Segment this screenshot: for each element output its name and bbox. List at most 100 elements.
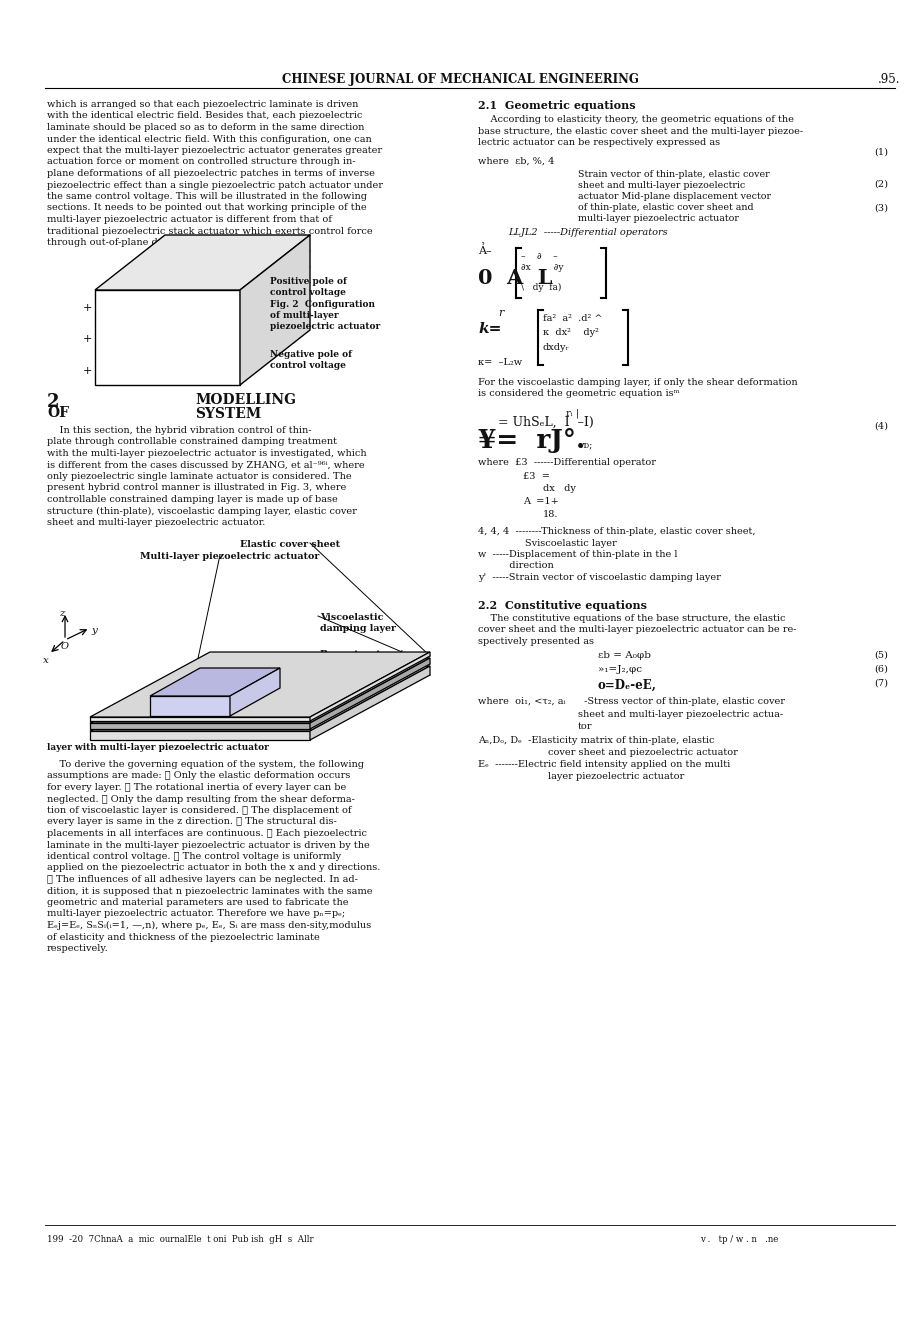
Text: dx   dy: dx dy <box>542 484 575 492</box>
Text: 0  A  L: 0 A L <box>478 268 552 288</box>
Text: +: + <box>83 366 92 376</box>
Text: present hybrid control manner is illustrated in Fig. 3, where: present hybrid control manner is illustr… <box>47 483 346 492</box>
Text: 4, 4, 4  --------Thickness of thin-plate, elastic cover sheet,: 4, 4, 4 --------Thickness of thin-plate,… <box>478 527 754 536</box>
Text: control voltage: control voltage <box>269 288 346 297</box>
Text: base structure, the elastic cover sheet and the multi-layer piezoe-: base structure, the elastic cover sheet … <box>478 127 802 136</box>
Polygon shape <box>310 657 429 729</box>
Text: plate through controllable constrained damping treatment: plate through controllable constrained d… <box>47 437 336 446</box>
Text: »₁=J₂,φc: »₁=J₂,φc <box>597 665 641 675</box>
Text: assumptions are made: ① Only the elastic deformation occurs: assumptions are made: ① Only the elastic… <box>47 771 350 780</box>
Text: w  -----Displacement of thin-plate in the l: w -----Displacement of thin-plate in the… <box>478 550 676 558</box>
Text: r: r <box>497 308 503 318</box>
Text: (5): (5) <box>873 651 887 660</box>
Text: Eₑ  -------Electric field intensity applied on the multi: Eₑ -------Electric field intensity appli… <box>478 760 730 770</box>
Text: For the viscoelastic damping layer, if only the shear deformation: For the viscoelastic damping layer, if o… <box>478 378 797 387</box>
Text: +: + <box>83 302 92 313</box>
Text: x: x <box>43 656 49 665</box>
Text: cover sheet and the multi-layer piezoelectric actuator can be re-: cover sheet and the multi-layer piezoele… <box>478 626 796 635</box>
Text: structure (thin-plate), viscoelastic damping layer, elastic cover: structure (thin-plate), viscoelastic dam… <box>47 507 357 516</box>
Text: ¥=  rJ°.: ¥= rJ°. <box>478 428 584 453</box>
Text: +: + <box>83 334 92 345</box>
Text: tion of viscoelastic layer is considered. ④ The displacement of: tion of viscoelastic layer is considered… <box>47 807 351 814</box>
Text: piezoelectric actuator: piezoelectric actuator <box>269 322 380 331</box>
Text: k=: k= <box>478 322 501 337</box>
Text: –    ∂    –: – ∂ – <box>520 252 557 261</box>
Text: every layer is same in the z direction. ⑤ The structural dis-: every layer is same in the z direction. … <box>47 817 336 826</box>
Text: controllable: controllable <box>165 718 225 727</box>
Text: laminate in the multi-layer piezoelectric actuator is driven by the: laminate in the multi-layer piezoelectri… <box>47 841 369 850</box>
Text: Viscoelastic: Viscoelastic <box>320 612 383 622</box>
Text: z: z <box>59 609 64 618</box>
Text: Sviscoelastic layer: Sviscoelastic layer <box>478 539 616 548</box>
Text: κ  dx²    dy²: κ dx² dy² <box>542 327 598 337</box>
Text: plane deformations of all piezoelectric patches in terms of inverse: plane deformations of all piezoelectric … <box>47 169 374 178</box>
Text: which is arranged so that each piezoelectric laminate is driven: which is arranged so that each piezoelec… <box>47 100 358 110</box>
Text: Eₑj=Eₑ, SₙSᵢ(ᵢ=1, —,n), where pₑ, Eₑ, Sᵢ are mass den-sity,modulus: Eₑj=Eₑ, SₙSᵢ(ᵢ=1, —,n), where pₑ, Eₑ, Sᵢ… <box>47 921 371 931</box>
Polygon shape <box>90 717 310 721</box>
Text: κ=  –L₂w: κ= –L₂w <box>478 358 522 367</box>
Text: cover sheet and piezoelectric actuator: cover sheet and piezoelectric actuator <box>548 748 737 756</box>
Polygon shape <box>90 657 429 723</box>
Text: identical control voltage. ⑦ The control voltage is uniformly: identical control voltage. ⑦ The control… <box>47 851 341 861</box>
Text: of multi-layer: of multi-layer <box>269 312 338 319</box>
Text: actuation force or moment on controlled structure through in-: actuation force or moment on controlled … <box>47 157 355 166</box>
Text: Ả–: Ả– <box>478 244 491 256</box>
Text: SYSTEM: SYSTEM <box>195 407 261 421</box>
Polygon shape <box>150 668 279 696</box>
Polygon shape <box>90 723 310 729</box>
Text: fa²  a²  .d² ^: fa² a² .d² ^ <box>542 314 602 323</box>
Text: Strain vector of thin-plate, elastic cover: Strain vector of thin-plate, elastic cov… <box>577 170 769 180</box>
Text: through out-of-plane deformation.: through out-of-plane deformation. <box>47 238 215 247</box>
Text: thin-plate): thin-plate) <box>320 661 377 671</box>
Text: ∂x        ∂y: ∂x ∂y <box>520 263 562 272</box>
Text: (6): (6) <box>873 665 887 675</box>
Text: placements in all interfaces are continuous. ⑥ Each piezoelectric: placements in all interfaces are continu… <box>47 829 367 838</box>
Text: tor: tor <box>577 722 592 731</box>
Polygon shape <box>310 652 429 721</box>
Text: controllable constrained damping layer is made up of base: controllable constrained damping layer i… <box>47 495 337 504</box>
Polygon shape <box>90 667 429 731</box>
Text: multi-layer piezoelectric actuator. Therefore we have pₙ=pₑ;: multi-layer piezoelectric actuator. Ther… <box>47 909 345 919</box>
Text: multi-layer piezoelectric actuator is different from that of: multi-layer piezoelectric actuator is di… <box>47 215 332 224</box>
Text: LLJL2  -----Differential operators: LLJL2 -----Differential operators <box>507 228 667 238</box>
Polygon shape <box>240 235 310 385</box>
Text: spectively presented as: spectively presented as <box>478 638 594 645</box>
Text: neglected. ③ Only the damp resulting from the shear deforma-: neglected. ③ Only the damp resulting fro… <box>47 795 355 804</box>
Text: for every layer. ② The rotational inertia of every layer can be: for every layer. ② The rotational inerti… <box>47 783 346 792</box>
Text: is different from the cases discussed by ZHANG, et al⁻⁹⁶ⁱ, where: is different from the cases discussed by… <box>47 461 364 470</box>
Text: dition, it is supposed that n piezoelectric laminates with the same: dition, it is supposed that n piezoelect… <box>47 887 372 895</box>
Text: where  £3  ------Differential operator: where £3 ------Differential operator <box>478 458 655 467</box>
Text: traditional piezoelectric stack actuator which exerts control force: traditional piezoelectric stack actuator… <box>47 227 372 235</box>
Text: with the identical electric field. Besides that, each piezoelectric: with the identical electric field. Besid… <box>47 111 362 120</box>
Text: 18.: 18. <box>542 510 558 519</box>
Text: o=Dₑ-eE,: o=Dₑ-eE, <box>597 678 656 692</box>
Text: with the multi-layer piezoelectric actuator is investigated, which: with the multi-layer piezoelectric actua… <box>47 449 367 458</box>
Text: Fig. 2  Configuration: Fig. 2 Configuration <box>269 300 375 309</box>
Text: 2.2  Constitutive equations: 2.2 Constitutive equations <box>478 601 646 611</box>
Polygon shape <box>95 235 310 290</box>
Text: applied on the piezoelectric actuator in both the x and y directions.: applied on the piezoelectric actuator in… <box>47 863 380 873</box>
Text: Aₙ,Dₒ, Dₑ  -Elasticity matrix of thin-plate, elastic: Aₙ,Dₒ, Dₑ -Elasticity matrix of thin-pla… <box>478 737 714 744</box>
Text: respectively.: respectively. <box>47 944 108 953</box>
Text: only piezoelectric single laminate actuator is considered. The: only piezoelectric single laminate actua… <box>47 473 351 480</box>
Text: £3  =: £3 = <box>522 473 550 480</box>
Text: lectric actuator can be respectively expressed as: lectric actuator can be respectively exp… <box>478 139 720 147</box>
Text: Elastic cover sheet: Elastic cover sheet <box>240 540 340 549</box>
Text: is considered the geometric equation isᵐ: is considered the geometric equation isᵐ <box>478 389 679 399</box>
Text: layer piezoelectric actuator: layer piezoelectric actuator <box>548 772 684 781</box>
Text: sheet and multi-layer piezoelectric: sheet and multi-layer piezoelectric <box>577 181 744 190</box>
Text: Negative pole of: Negative pole of <box>269 350 352 359</box>
Polygon shape <box>310 667 429 741</box>
Polygon shape <box>230 668 279 715</box>
Text: Positive pole of: Positive pole of <box>269 277 346 286</box>
Text: geometric and material parameters are used to fabricate the: geometric and material parameters are us… <box>47 898 348 907</box>
Text: (2): (2) <box>873 180 887 189</box>
Text: (4): (4) <box>873 422 887 432</box>
Text: 2: 2 <box>47 393 60 411</box>
Text: where  εb, %, 4: where εb, %, 4 <box>478 157 554 166</box>
Text: = UhSₑL,  I  –I): = UhSₑL, I –I) <box>497 416 593 429</box>
Text: Base structure(: Base structure( <box>320 649 403 659</box>
Text: of thin-plate, elastic cover sheet and: of thin-plate, elastic cover sheet and <box>577 203 753 213</box>
Text: piezoelectric effect than a single piezoelectric patch actuator under: piezoelectric effect than a single piezo… <box>47 181 382 190</box>
Text: expect that the multi-layer piezoelectric actuator generates greater: expect that the multi-layer piezoelectri… <box>47 147 381 154</box>
